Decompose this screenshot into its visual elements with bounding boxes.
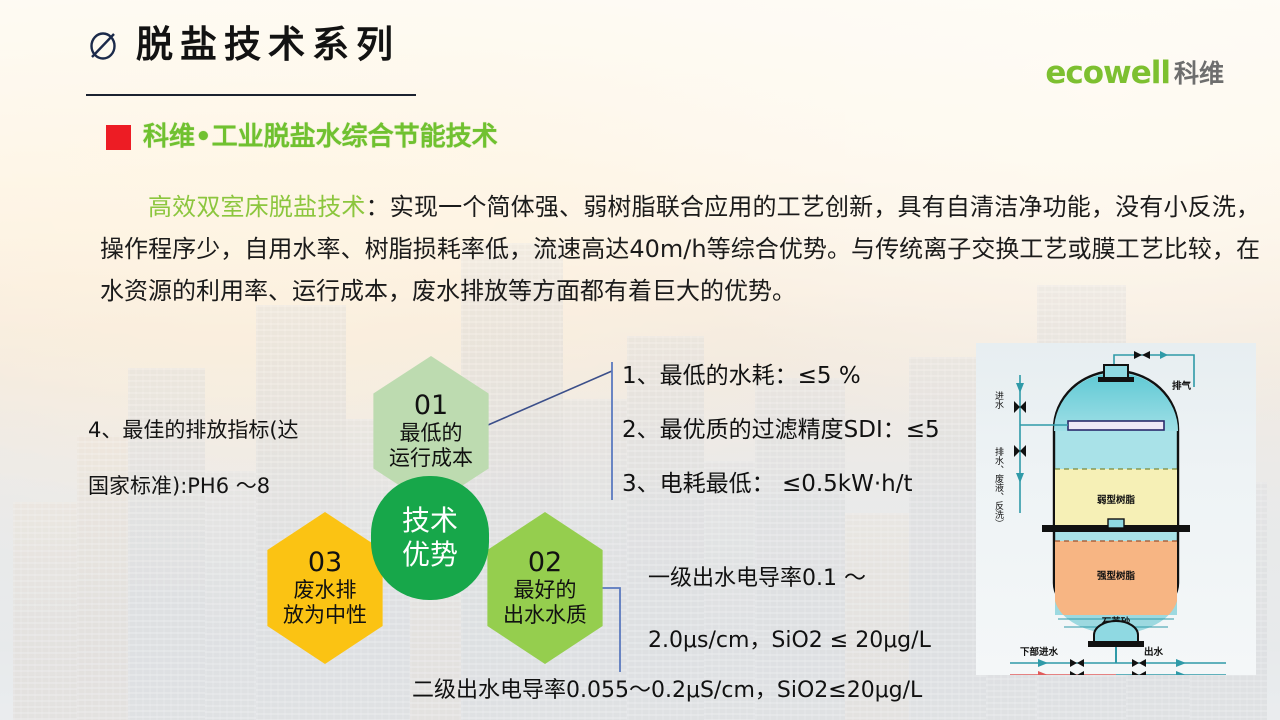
benefit-item-2: 2、最优质的过滤精度SDI：≤5: [622, 417, 940, 443]
label-strong-resin: 强型树脂: [1097, 570, 1136, 582]
intro-paragraph: 高效双室床脱盐技术：实现一个简体强、弱树脂联合应用的工艺创新，具有自清洁净功能，…: [100, 186, 1260, 312]
hexagon-core-line2: 优势: [401, 538, 458, 571]
hexagon-03-line1: 废水排: [293, 578, 357, 602]
brand-logo: ecowell 科维: [1045, 58, 1224, 89]
hexagon-02-line2: 出水水质: [503, 603, 587, 627]
benefit-list: 1、最低的水耗：≤5 % 2、最优质的过滤精度SDI：≤5 3、电耗最低： ≤0…: [622, 356, 972, 518]
hexagon-diagram: 01 最低的 运行成本 03 废水排 放为中性 02 最好的 出水水质 技术 优…: [267, 352, 608, 664]
hexagon-02-number: 02: [527, 547, 563, 578]
hexagon-02-line1: 最好的: [513, 578, 577, 602]
benefit-item-1: 1、最低的水耗：≤5 %: [622, 363, 861, 389]
label-vent: 排气: [1172, 380, 1192, 392]
page-header: 脱盐技术系列: [86, 26, 400, 63]
section-subheading: 科维•工业脱盐水综合节能技术: [106, 124, 498, 150]
hexagon-03-number: 03: [307, 547, 343, 578]
paragraph-lead: 高效双室床脱盐技术: [148, 193, 366, 221]
outlet-line-3: 二级出水电导率0.055～0.2μS/cm，SiO2≤20μg/L: [412, 678, 923, 703]
diameter-icon: [90, 31, 116, 60]
outlet-line-2: 2.0μs/cm，SiO2 ≤ 20μg/L: [648, 628, 931, 653]
left-note-line2: 国家标准):PH6 ～8: [88, 474, 271, 498]
vessel-diagram: 排气 弱型树脂 强型树脂 石英砂: [976, 343, 1256, 675]
subheading-text: 科维•工业脱盐水综合节能技术: [143, 122, 498, 152]
label-inlet: 进水: [993, 391, 1004, 409]
hexagon-01-number: 01: [413, 390, 449, 421]
outlet-line-1: 一级出水电导率0.1 ～: [648, 566, 866, 591]
hexagon-01-line2: 运行成本: [389, 446, 473, 470]
left-note-line1: 4、最佳的排放指标(达: [88, 418, 299, 442]
vessel-diagram-svg: 排气 弱型树脂 强型树脂 石英砂: [993, 351, 1226, 675]
logo-cn-text: 科维: [1173, 59, 1224, 88]
left-note: 4、最佳的排放指标(达 国家标准):PH6 ～8: [88, 402, 358, 514]
label-weak-resin: 弱型树脂: [1097, 494, 1136, 506]
page-title: 脱盐技术系列: [136, 23, 400, 66]
hexagon-core-line1: 技术: [401, 504, 458, 537]
hexagon-01-line1: 最低的: [399, 421, 463, 445]
benefit-item-3: 3、电耗最低： ≤0.5kW·h/t: [622, 471, 913, 497]
red-square-bullet-icon: [106, 124, 131, 150]
hexagon-03-line2: 放为中性: [283, 603, 367, 627]
hexagon-core[interactable]: 技术 优势: [371, 476, 489, 600]
label-bottom-inlet: 下部进水: [1020, 646, 1059, 658]
label-drain: 排水、废液、反洗）: [993, 446, 1004, 528]
outlet-quality-block: 一级出水电导率0.1 ～ 2.0μs/cm，SiO2 ≤ 20μg/L: [648, 548, 988, 672]
logo-brand-text: ecowell: [1045, 55, 1171, 91]
header-divider: [86, 94, 416, 96]
hexagon-item-02[interactable]: 02 最好的 出水水质: [487, 512, 603, 664]
paragraph-body: ：实现一个简体强、弱树脂联合应用的工艺创新，具有自清洁净功能，没有小反洗，操作程…: [100, 193, 1261, 305]
label-outlet: 出水: [1144, 646, 1164, 658]
